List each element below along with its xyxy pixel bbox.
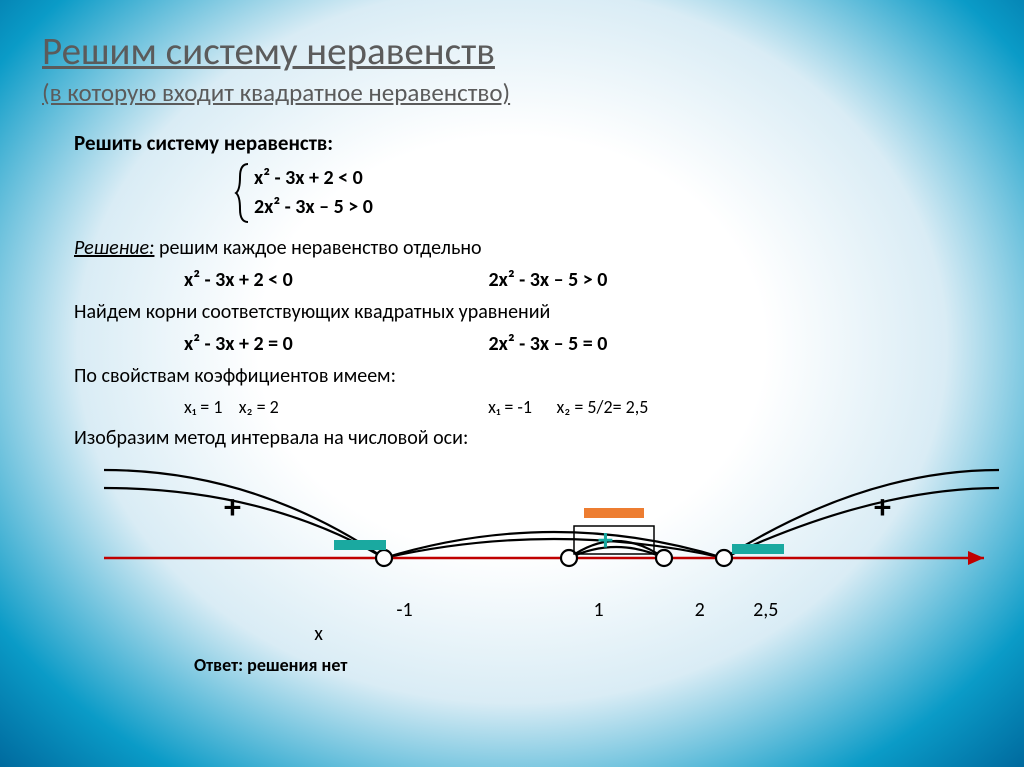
tick-n1: -1 — [385, 598, 425, 622]
ineq-left: x² - 3x + 2 < 0 — [184, 268, 484, 292]
solution-line: Решение: решим каждое неравенство отдель… — [74, 236, 982, 260]
system-eq1: x² - 3x + 2 < 0 — [254, 164, 373, 193]
find-roots-text: Найдем корни соответствующих квадратных … — [74, 300, 982, 324]
eqn-right: 2x² - 3x – 5 = 0 — [489, 332, 608, 356]
roots-row: x₁ = 1 x₂ = 2 x₁ = -1 x₂ = 5/2= 2,5 — [74, 396, 982, 418]
svg-text:+: + — [224, 487, 241, 528]
number-line-diagram: + + + — [104, 458, 1004, 598]
system-of-inequalities: x² - 3x + 2 < 0 2x² - 3x – 5 > 0 — [234, 162, 982, 224]
tick-25: 2,5 — [746, 598, 786, 622]
task-label: Решить систему неравенств: — [74, 130, 982, 156]
svg-text:+: + — [598, 522, 613, 559]
roots-right-x1: x₁ = -1 — [488, 396, 532, 418]
answer: Ответ: решения нет — [194, 654, 982, 676]
tick-2: 2 — [685, 598, 715, 622]
coeff-props-text: По свойствам коэффициентов имеем: — [74, 364, 982, 388]
solution-label: Решение: — [74, 236, 154, 260]
ineq-right: 2x² - 3x – 5 > 0 — [489, 268, 608, 292]
title-line2: (в которую входит квадратное неравенство… — [42, 77, 982, 108]
svg-text:+: + — [874, 487, 891, 528]
equations-row: x² - 3x + 2 = 0 2x² - 3x – 5 = 0 — [74, 332, 982, 356]
inequalities-row: x² - 3x + 2 < 0 2x² - 3x – 5 > 0 — [74, 268, 982, 292]
curly-brace-icon — [234, 162, 254, 224]
title-line1: Решим систему неравенств — [42, 28, 982, 75]
solution-text: решим каждое неравенство отдельно — [154, 236, 481, 260]
tick-labels: -1 1 2 2,5 x — [104, 598, 982, 646]
interval-text: Изобразим метод интервала на числовой ос… — [74, 426, 982, 450]
eqn-left: x² - 3x + 2 = 0 — [184, 332, 484, 356]
tick-1: 1 — [584, 598, 614, 622]
roots-left-x1: x₁ = 1 — [184, 396, 222, 418]
system-eq2: 2x² - 3x – 5 > 0 — [254, 193, 373, 222]
tick-x: x — [309, 622, 329, 646]
diagram-svg: + + + — [104, 458, 1004, 598]
roots-left-x2: x₂ = 2 — [239, 396, 279, 418]
roots-right-x2: x₂ = 5/2= 2,5 — [556, 396, 648, 418]
